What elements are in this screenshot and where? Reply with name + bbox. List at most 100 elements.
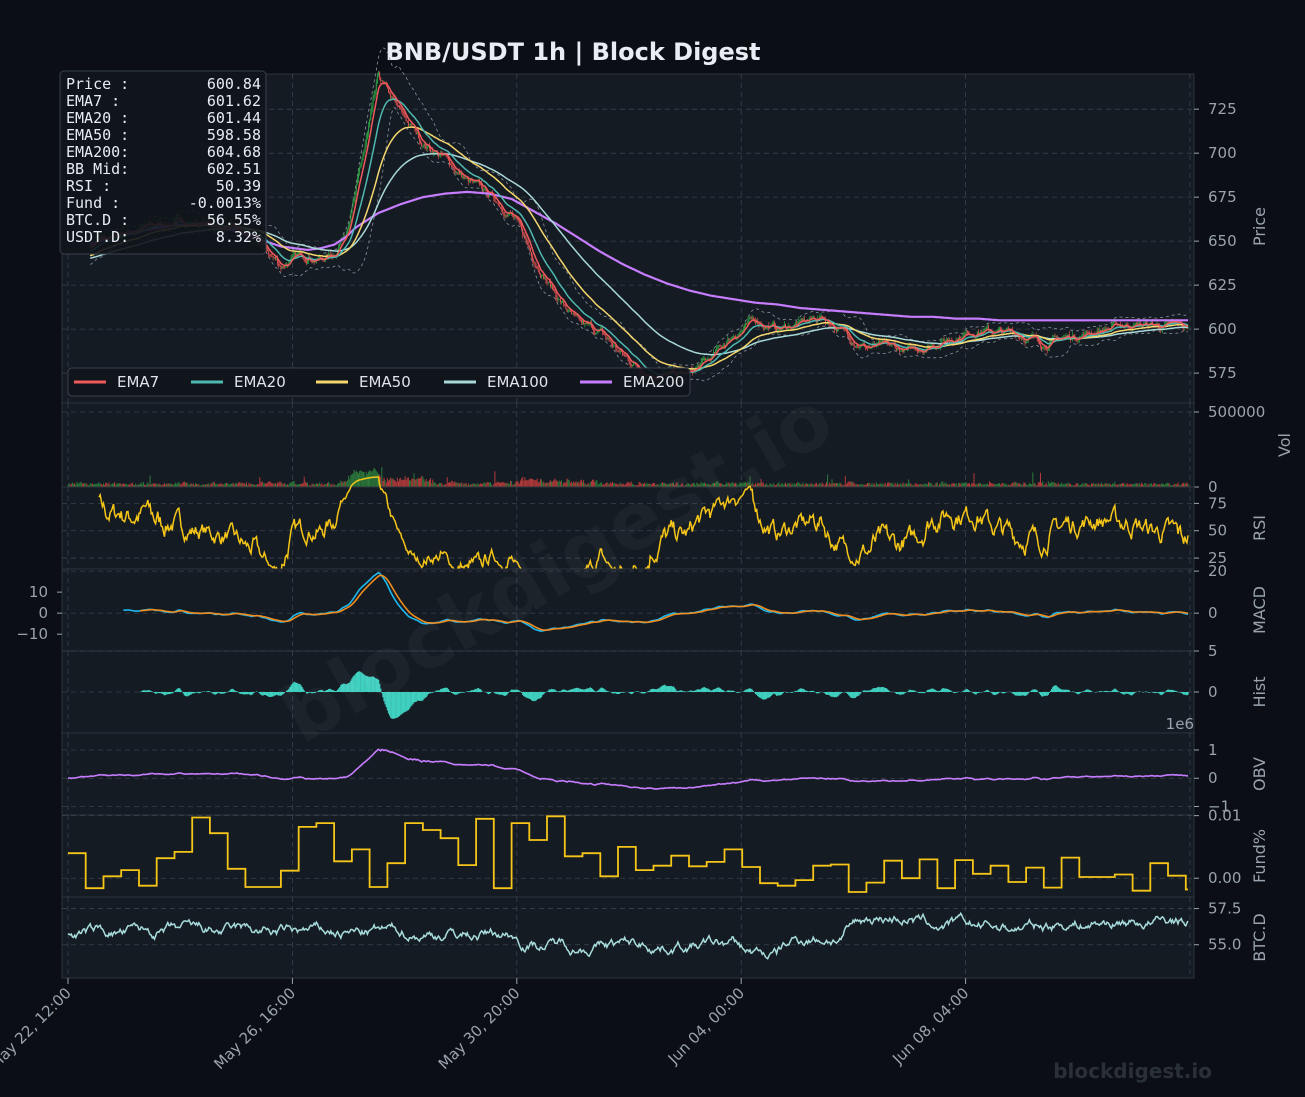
hist-bar	[305, 692, 308, 694]
volume-bar	[297, 484, 298, 487]
hist-bar	[311, 692, 313, 694]
candle-body	[453, 167, 455, 170]
volume-bar	[663, 483, 664, 487]
candle-body	[516, 217, 518, 219]
info-label: EMA7 :	[66, 92, 120, 110]
candle-body	[559, 299, 561, 302]
hist-bar	[1156, 692, 1158, 693]
hist-bar	[726, 691, 728, 692]
volume-bar	[480, 483, 481, 487]
volume-bar	[148, 484, 150, 487]
candle-body	[505, 215, 507, 217]
volume-bar	[355, 470, 357, 487]
hist-bar	[194, 692, 197, 693]
candle-body	[1012, 330, 1014, 334]
hist-bar	[642, 692, 645, 694]
candle-body	[437, 154, 439, 157]
hist-bar	[1056, 686, 1058, 692]
volume-bar	[905, 483, 907, 487]
volume-bar	[1106, 483, 1108, 487]
hist-bar	[298, 683, 300, 692]
volume-bar	[328, 481, 330, 487]
volume-bar	[513, 484, 515, 487]
volume-bar	[698, 484, 700, 487]
candle-body	[799, 319, 801, 321]
volume-bar	[114, 482, 116, 487]
hist-bar	[457, 692, 459, 694]
volume-bar	[521, 478, 522, 487]
legend-label-ema200: EMA200	[623, 373, 684, 391]
volume-bar	[471, 484, 473, 487]
volume-bar	[1112, 483, 1114, 487]
hist-bar	[259, 692, 261, 694]
volume-bar	[775, 485, 776, 487]
hist-bar	[371, 676, 373, 692]
volume-bar	[919, 484, 921, 487]
volume-bar	[303, 476, 305, 487]
candle-body	[717, 346, 719, 348]
candle-body	[869, 347, 871, 349]
hist-bar	[197, 692, 199, 693]
hist-bar	[156, 692, 158, 694]
candle-body	[423, 143, 425, 146]
candle-body	[462, 176, 464, 178]
candle-body	[612, 343, 613, 346]
volume-bar	[553, 480, 555, 487]
volume-bar	[166, 483, 168, 487]
candle-body	[430, 148, 432, 152]
hist-bar	[601, 687, 604, 692]
hist-bar	[743, 690, 746, 692]
candle-body	[289, 260, 291, 264]
hist-bar	[635, 691, 637, 692]
candle-body	[697, 365, 699, 367]
hist-bar	[288, 688, 290, 692]
hist-bar	[1173, 690, 1175, 692]
hist-bar	[509, 690, 512, 692]
hist-bar	[1164, 692, 1166, 693]
hist-bar	[908, 690, 910, 692]
candle-body	[525, 236, 527, 240]
volume-bar	[762, 482, 764, 487]
volume-bar	[250, 483, 252, 487]
volume-bar	[1047, 481, 1049, 487]
volume-bar	[801, 484, 803, 487]
hist-bar	[1023, 692, 1025, 696]
hist-bar	[543, 692, 545, 695]
volume-bar	[828, 484, 830, 487]
candle-body	[544, 278, 546, 280]
volume-bar	[338, 482, 340, 487]
volume-bar	[1129, 483, 1131, 487]
volume-bar	[933, 485, 935, 487]
volume-bar	[727, 483, 729, 487]
volume-bar	[457, 482, 459, 487]
candle-body	[386, 84, 388, 89]
hist-bar	[880, 687, 882, 692]
panel-btcd-frame	[61, 896, 1195, 979]
hist-bar	[245, 692, 248, 695]
candle-body	[803, 318, 805, 321]
volume-bar	[971, 483, 973, 487]
volume-bar	[749, 476, 751, 487]
candle-body	[626, 355, 628, 357]
obv-scale-label: 1e6	[1166, 715, 1194, 733]
volume-bar	[1168, 483, 1170, 487]
volume-bar	[209, 485, 211, 487]
volume-bar	[323, 484, 325, 487]
candle-body	[608, 338, 610, 340]
volume-bar	[1016, 482, 1018, 487]
hist-bar	[606, 691, 608, 692]
volume-bar	[290, 482, 292, 487]
hist-bar	[947, 689, 950, 692]
candle-body	[595, 333, 597, 335]
hist-bar	[883, 687, 885, 692]
hist-bar	[566, 690, 568, 692]
candle-body	[1077, 340, 1079, 342]
volume-bar	[241, 482, 243, 487]
candle-body	[849, 338, 851, 341]
volume-bar	[600, 482, 602, 487]
candle-body	[965, 330, 967, 334]
volume-bar	[829, 482, 831, 487]
candle-body	[484, 187, 486, 189]
hist-bar	[964, 689, 966, 692]
volume-bar	[85, 483, 87, 487]
